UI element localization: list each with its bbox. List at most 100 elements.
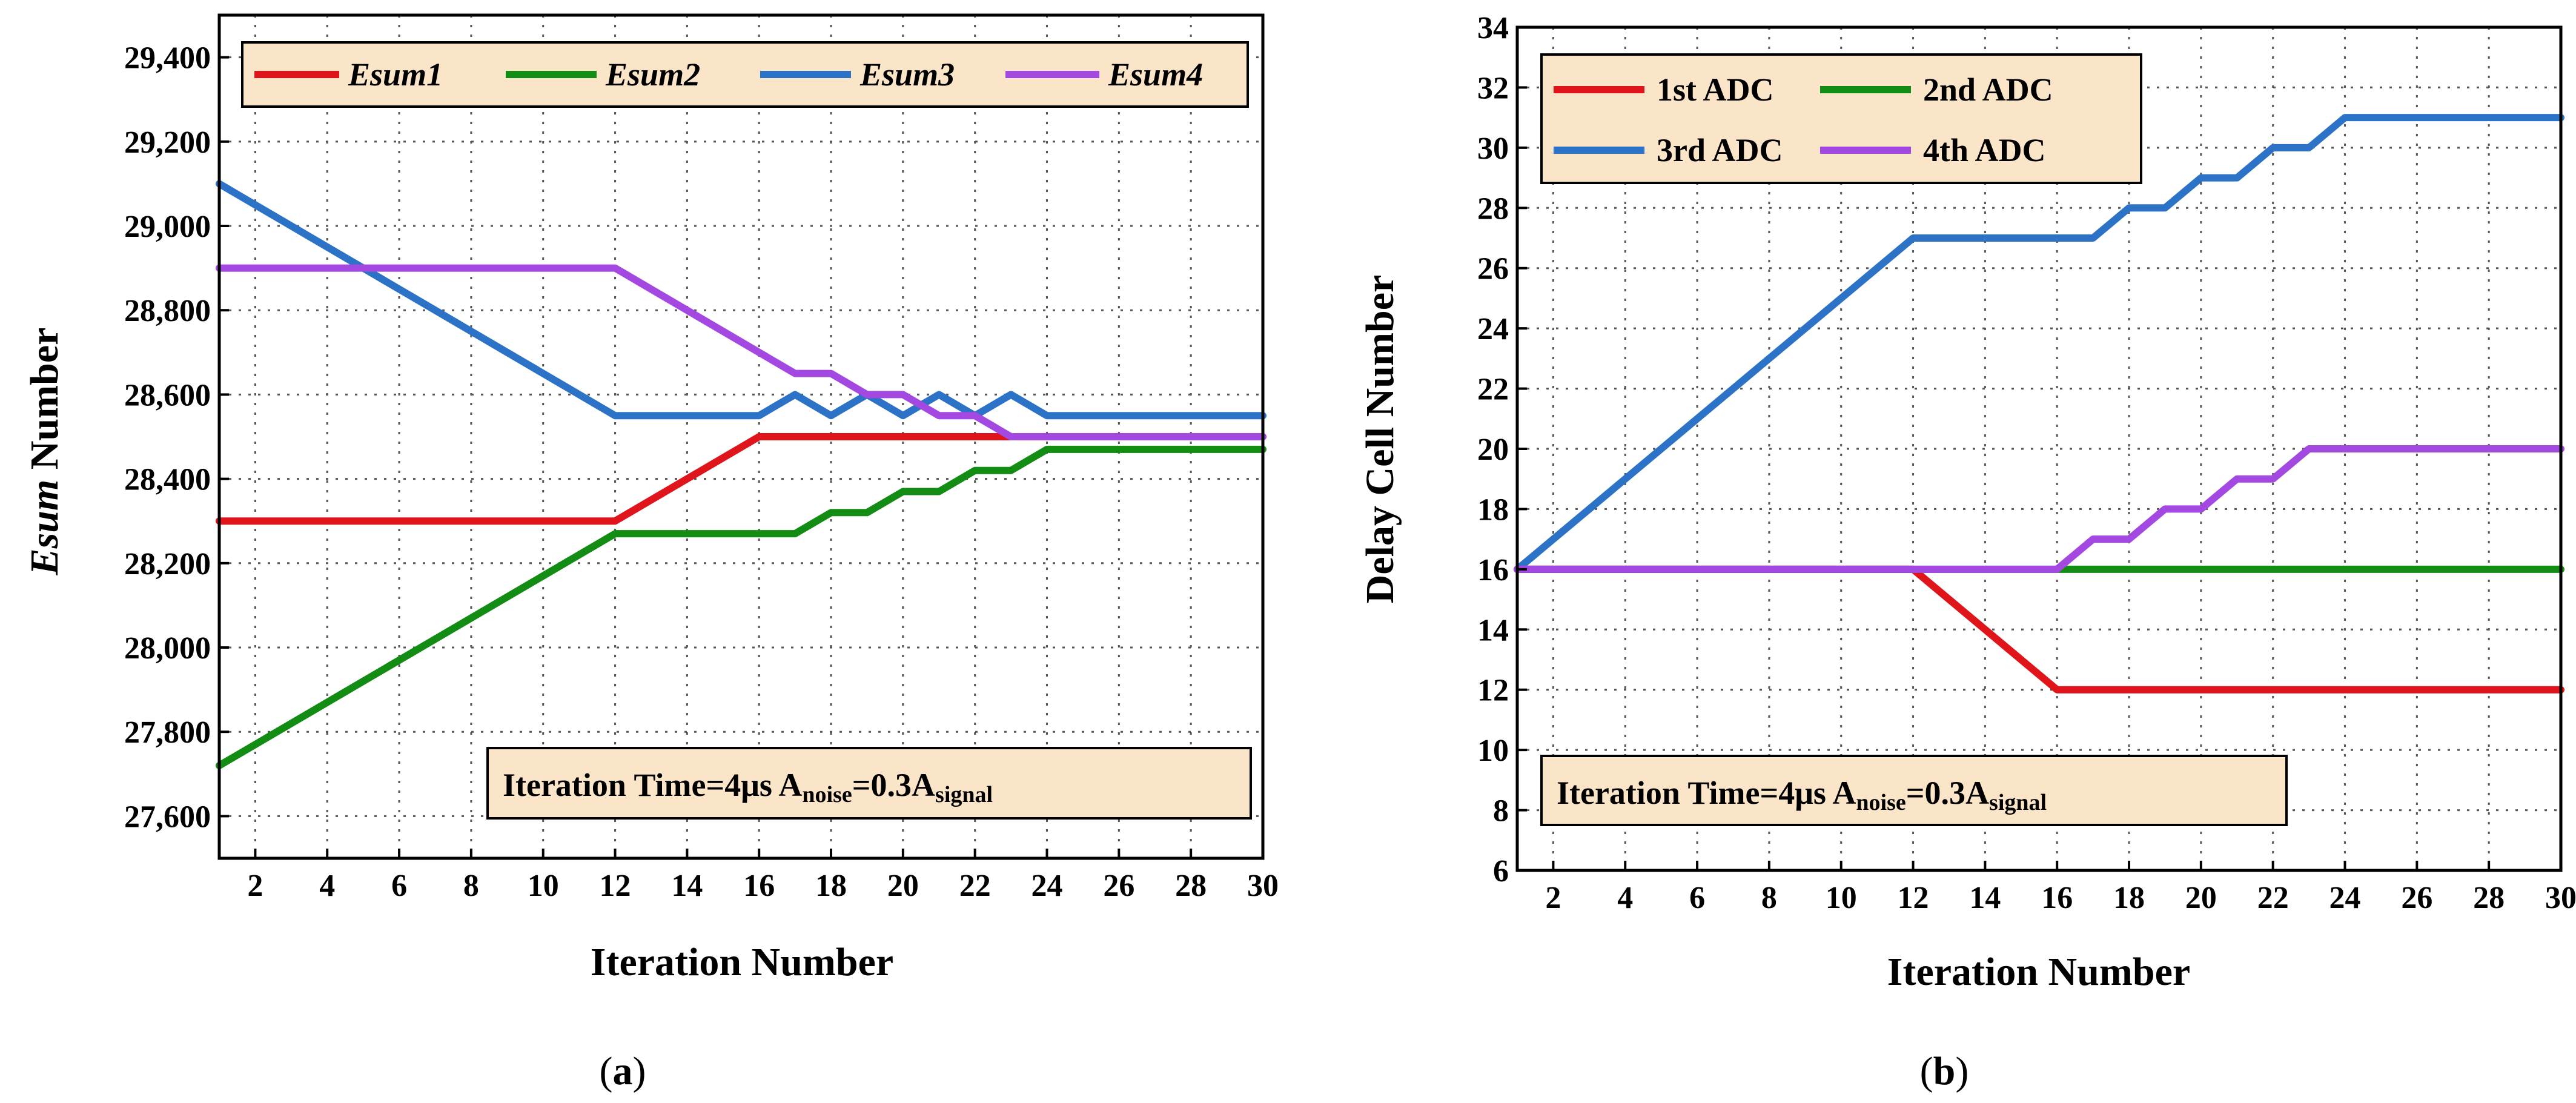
legend-label-1st-adc: 1st ADC — [1657, 71, 1774, 108]
series-group-b — [1514, 114, 2564, 694]
x-tick-label: 8 — [463, 869, 479, 903]
series-line-esum3 — [216, 180, 1266, 420]
y-tick-label: 28,800 — [124, 294, 211, 328]
x-tick-label: 6 — [391, 869, 407, 903]
caption-a-close: ) — [633, 1049, 646, 1093]
y-tick-label: 27,600 — [124, 800, 211, 834]
legend-box-b — [1540, 53, 2142, 184]
y-axis-title-a: Esum Number — [22, 328, 67, 576]
annotation-a-main: Iteration Time=4μs A — [503, 767, 802, 803]
y-tick-label: 12 — [1477, 674, 1509, 708]
annotation-box-a — [486, 747, 1252, 820]
legend-label-3rd-adc: 3rd ADC — [1657, 132, 1783, 168]
annotation-b-main: Iteration Time=4μs A — [1557, 775, 1856, 811]
y-tick-label: 28,400 — [124, 463, 211, 497]
y-tick-label: 29,200 — [124, 125, 211, 160]
x-tick-label: 16 — [743, 869, 775, 903]
y-tick-label: 32 — [1477, 71, 1509, 105]
chart-panel-b: 2 4 6 8 10 12 14 16 18 20 22 24 26 28 3068101214161820… — [1358, 11, 2576, 1093]
caption-a-open: ( — [600, 1049, 613, 1093]
y-axis-title-b: Delay Cell Number — [1358, 275, 1402, 604]
y-tick-label: 14 — [1477, 613, 1509, 648]
y-tick-label: 20 — [1477, 432, 1509, 467]
x-tick-label: 10 — [1826, 881, 1857, 915]
caption-a-letter: a — [613, 1049, 633, 1093]
legend-label-esum2: Esum2 — [605, 56, 700, 93]
x-tick-label: 14 — [671, 869, 703, 903]
chart-panel-a: 2 4 6 8 10 12 14 16 18 20 22 24 26 28 3027,60027,80028… — [22, 13, 1279, 1093]
y-tick-label: 28 — [1477, 191, 1509, 226]
legend-label-2nd-adc: 2nd ADC — [1923, 71, 2053, 108]
y-tick-label: 16 — [1477, 553, 1509, 588]
plot-frame-a — [217, 13, 1265, 860]
legend-label-4th-adc: 4th ADC — [1923, 132, 2046, 168]
annotation-a: Iteration Time=4μs Anoise=0.3Asignal — [486, 747, 1252, 820]
caption-b-open: ( — [1920, 1049, 1933, 1093]
x-tick-label: 4 — [1617, 881, 1633, 915]
annotation-text-a: Iteration Time=4μs Anoise=0.3Asignal — [503, 767, 993, 807]
x-tick-label: 30 — [2545, 881, 2576, 915]
annotation-box-b — [1540, 755, 2288, 826]
y-tick-label: 28,600 — [124, 378, 211, 412]
x-tick-label: 14 — [1969, 881, 2001, 915]
series-line-esum2 — [216, 445, 1266, 769]
annotation-text-b: Iteration Time=4μs Anoise=0.3Asignal — [1557, 775, 2047, 815]
y-tick-label: 10 — [1477, 734, 1509, 768]
caption-a: (a) — [600, 1049, 646, 1093]
y-tick-label: 28,000 — [124, 631, 211, 666]
x-tick-label: 28 — [1175, 869, 1207, 903]
series-line-4th-adc — [1514, 445, 2564, 573]
x-tick-label: 18 — [815, 869, 847, 903]
x-tick-label: 24 — [2329, 881, 2361, 915]
ticks-a: 2 4 6 8 10 12 14 16 18 20 22 24 26 28 3027,60027,80028… — [124, 41, 1279, 903]
annotation-b-mid: =0.3A — [1906, 775, 1989, 811]
y-tick-label: 24 — [1477, 312, 1509, 346]
x-tick-label: 24 — [1031, 869, 1063, 903]
y-tick-label: 29,400 — [124, 41, 211, 76]
annotation-a-mid: =0.3A — [852, 767, 935, 803]
ticks-b: 2 4 6 8 10 12 14 16 18 20 22 24 26 28 3068101214161820… — [1477, 11, 2576, 915]
y-tick-label: 27,800 — [124, 715, 211, 750]
annotation-a-sub2: signal — [935, 782, 993, 807]
caption-b-close: ) — [1955, 1049, 1968, 1093]
annotation-b: Iteration Time=4μs Anoise=0.3Asignal — [1540, 755, 2288, 826]
legend-a: Esum1 Esum2 Esum3 Esum4 — [241, 41, 1249, 108]
x-tick-label: 6 — [1689, 881, 1705, 915]
x-tick-label: 20 — [887, 869, 919, 903]
legend-b: 1st ADC 2nd ADC 3rd ADC 4th ADC — [1540, 53, 2142, 184]
legend-label-esum3: Esum3 — [859, 56, 955, 93]
series-line-esum4 — [216, 264, 1266, 440]
caption-b: (b) — [1920, 1049, 1969, 1093]
x-axis-title-a: Iteration Number — [591, 940, 893, 984]
series-line-3rd-adc — [1514, 114, 2564, 573]
x-axis-title-b: Iteration Number — [1887, 950, 2190, 994]
x-tick-label: 2 — [247, 869, 263, 903]
x-tick-label: 8 — [1761, 881, 1777, 915]
y-tick-label: 29,000 — [124, 210, 211, 244]
x-tick-label: 12 — [1898, 881, 1929, 915]
x-tick-label: 26 — [1103, 869, 1134, 903]
y-tick-label: 6 — [1493, 854, 1509, 889]
x-tick-label: 30 — [1247, 869, 1279, 903]
x-tick-label: 16 — [2041, 881, 2073, 915]
y-tick-label: 30 — [1477, 131, 1509, 166]
x-tick-label: 18 — [2113, 881, 2145, 915]
legend-label-esum1: Esum1 — [348, 56, 443, 93]
annotation-a-sub1: noise — [802, 782, 852, 807]
y-tick-label: 34 — [1477, 11, 1509, 45]
y-axis-title-a-rest: Number — [22, 328, 67, 480]
series-group-a — [216, 180, 1266, 769]
x-tick-label: 26 — [2401, 881, 2432, 915]
x-tick-label: 4 — [319, 869, 335, 903]
caption-b-letter: b — [1933, 1049, 1956, 1093]
y-tick-label: 18 — [1477, 492, 1509, 527]
y-tick-label: 28,200 — [124, 547, 211, 581]
x-tick-label: 2 — [1545, 881, 1561, 915]
x-tick-label: 22 — [2257, 881, 2289, 915]
y-tick-label: 8 — [1493, 794, 1509, 829]
y-tick-label: 26 — [1477, 252, 1509, 287]
annotation-b-sub1: noise — [1856, 790, 1906, 815]
x-tick-label: 10 — [528, 869, 559, 903]
x-tick-label: 28 — [2473, 881, 2505, 915]
